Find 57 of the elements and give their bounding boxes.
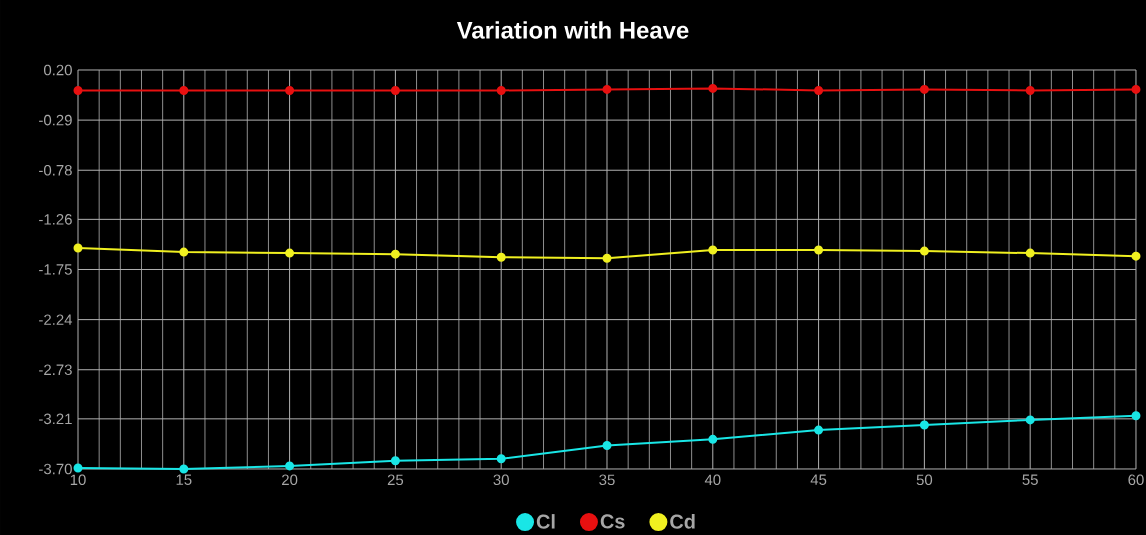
point xyxy=(179,464,189,474)
point xyxy=(496,85,506,95)
point xyxy=(1131,411,1141,421)
x-tick-label: 55 xyxy=(1022,474,1038,485)
point xyxy=(1025,85,1035,95)
point xyxy=(708,83,718,93)
point xyxy=(73,85,83,95)
x-tick-label: 50 xyxy=(916,474,933,486)
point xyxy=(1131,251,1141,261)
x-tick-label: 20 xyxy=(282,474,298,486)
x-tick-label: 45 xyxy=(810,474,827,485)
point xyxy=(602,253,612,263)
y-tick-label: -3.21 xyxy=(39,413,72,425)
point xyxy=(496,252,506,262)
point xyxy=(919,84,929,94)
point xyxy=(814,85,824,95)
point xyxy=(919,420,929,430)
point xyxy=(708,434,718,444)
point xyxy=(73,243,83,253)
point xyxy=(602,440,612,450)
point xyxy=(179,247,189,257)
x-tick-label: 15 xyxy=(176,474,192,485)
point xyxy=(390,456,400,466)
y-tick-label: -0.78 xyxy=(39,164,72,176)
point xyxy=(708,245,718,255)
point xyxy=(390,249,400,259)
point xyxy=(1025,248,1035,258)
point xyxy=(73,463,83,473)
point xyxy=(1025,415,1035,425)
legend-label: Cs xyxy=(600,514,625,529)
y-tick-label: -1.26 xyxy=(39,214,72,225)
y-tick-label: -2.24 xyxy=(39,314,73,325)
y-tick-label: 0.20 xyxy=(43,64,72,76)
point xyxy=(1131,84,1141,94)
x-tick-label: 10 xyxy=(70,474,86,486)
x-tick-label: 30 xyxy=(493,474,509,486)
y-tick-label: -3.70 xyxy=(39,463,72,475)
chart-title: Variation with Heave xyxy=(456,21,689,39)
point xyxy=(179,85,189,95)
x-tick-label: 35 xyxy=(599,474,615,486)
point xyxy=(285,461,295,471)
x-tick-label: 25 xyxy=(387,474,404,486)
point xyxy=(602,84,612,94)
y-tick-label: -1.75 xyxy=(39,264,72,275)
point xyxy=(814,425,824,435)
point xyxy=(814,245,824,255)
x-tick-label: 40 xyxy=(704,474,721,486)
point xyxy=(496,454,506,464)
point xyxy=(390,85,400,95)
x-tick-label: 60 xyxy=(1128,474,1144,486)
point xyxy=(919,246,929,256)
point xyxy=(285,85,295,95)
y-tick-label: -0.29 xyxy=(39,114,72,126)
legend-label: Cd xyxy=(670,514,695,529)
legend-label: Cl xyxy=(536,514,555,529)
y-tick-label: -2.73 xyxy=(39,364,72,376)
point xyxy=(285,248,295,258)
